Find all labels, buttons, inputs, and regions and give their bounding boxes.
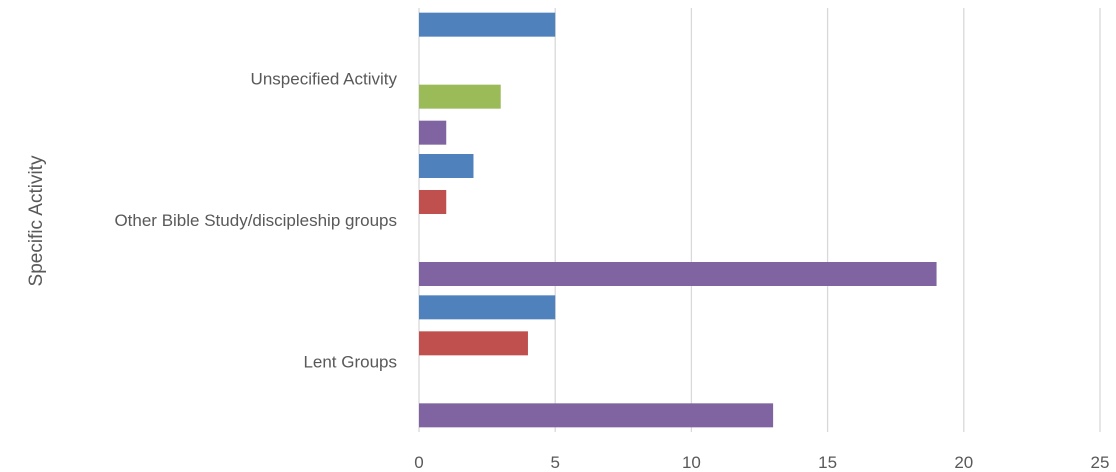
x-tick-label: 15	[818, 453, 837, 472]
x-tick-label: 25	[1091, 453, 1110, 472]
category-labels: Unspecified Activity Other Bible Study/di…	[114, 70, 397, 372]
bar	[419, 84, 501, 109]
bar	[419, 190, 447, 214]
bar	[419, 262, 937, 286]
x-tick-label: 10	[682, 453, 701, 472]
bar	[419, 154, 474, 178]
bar	[419, 331, 528, 356]
y-axis-title: Specific Activity	[26, 155, 47, 286]
x-tick-label: 0	[414, 453, 423, 472]
bar	[419, 403, 774, 428]
category-label: Lent Groups	[303, 352, 397, 371]
x-tick-label: 5	[550, 453, 559, 472]
x-tick-label: 20	[954, 453, 973, 472]
x-axis-ticks: 0 5 10 15 20 25	[414, 453, 1109, 472]
bar	[419, 120, 447, 145]
category-label: Other Bible Study/discipleship groups	[114, 211, 397, 230]
category-label: Unspecified Activity	[251, 70, 398, 89]
bar	[419, 295, 556, 320]
bar	[419, 12, 556, 37]
gridlines	[418, 8, 1101, 432]
bars	[419, 12, 937, 428]
